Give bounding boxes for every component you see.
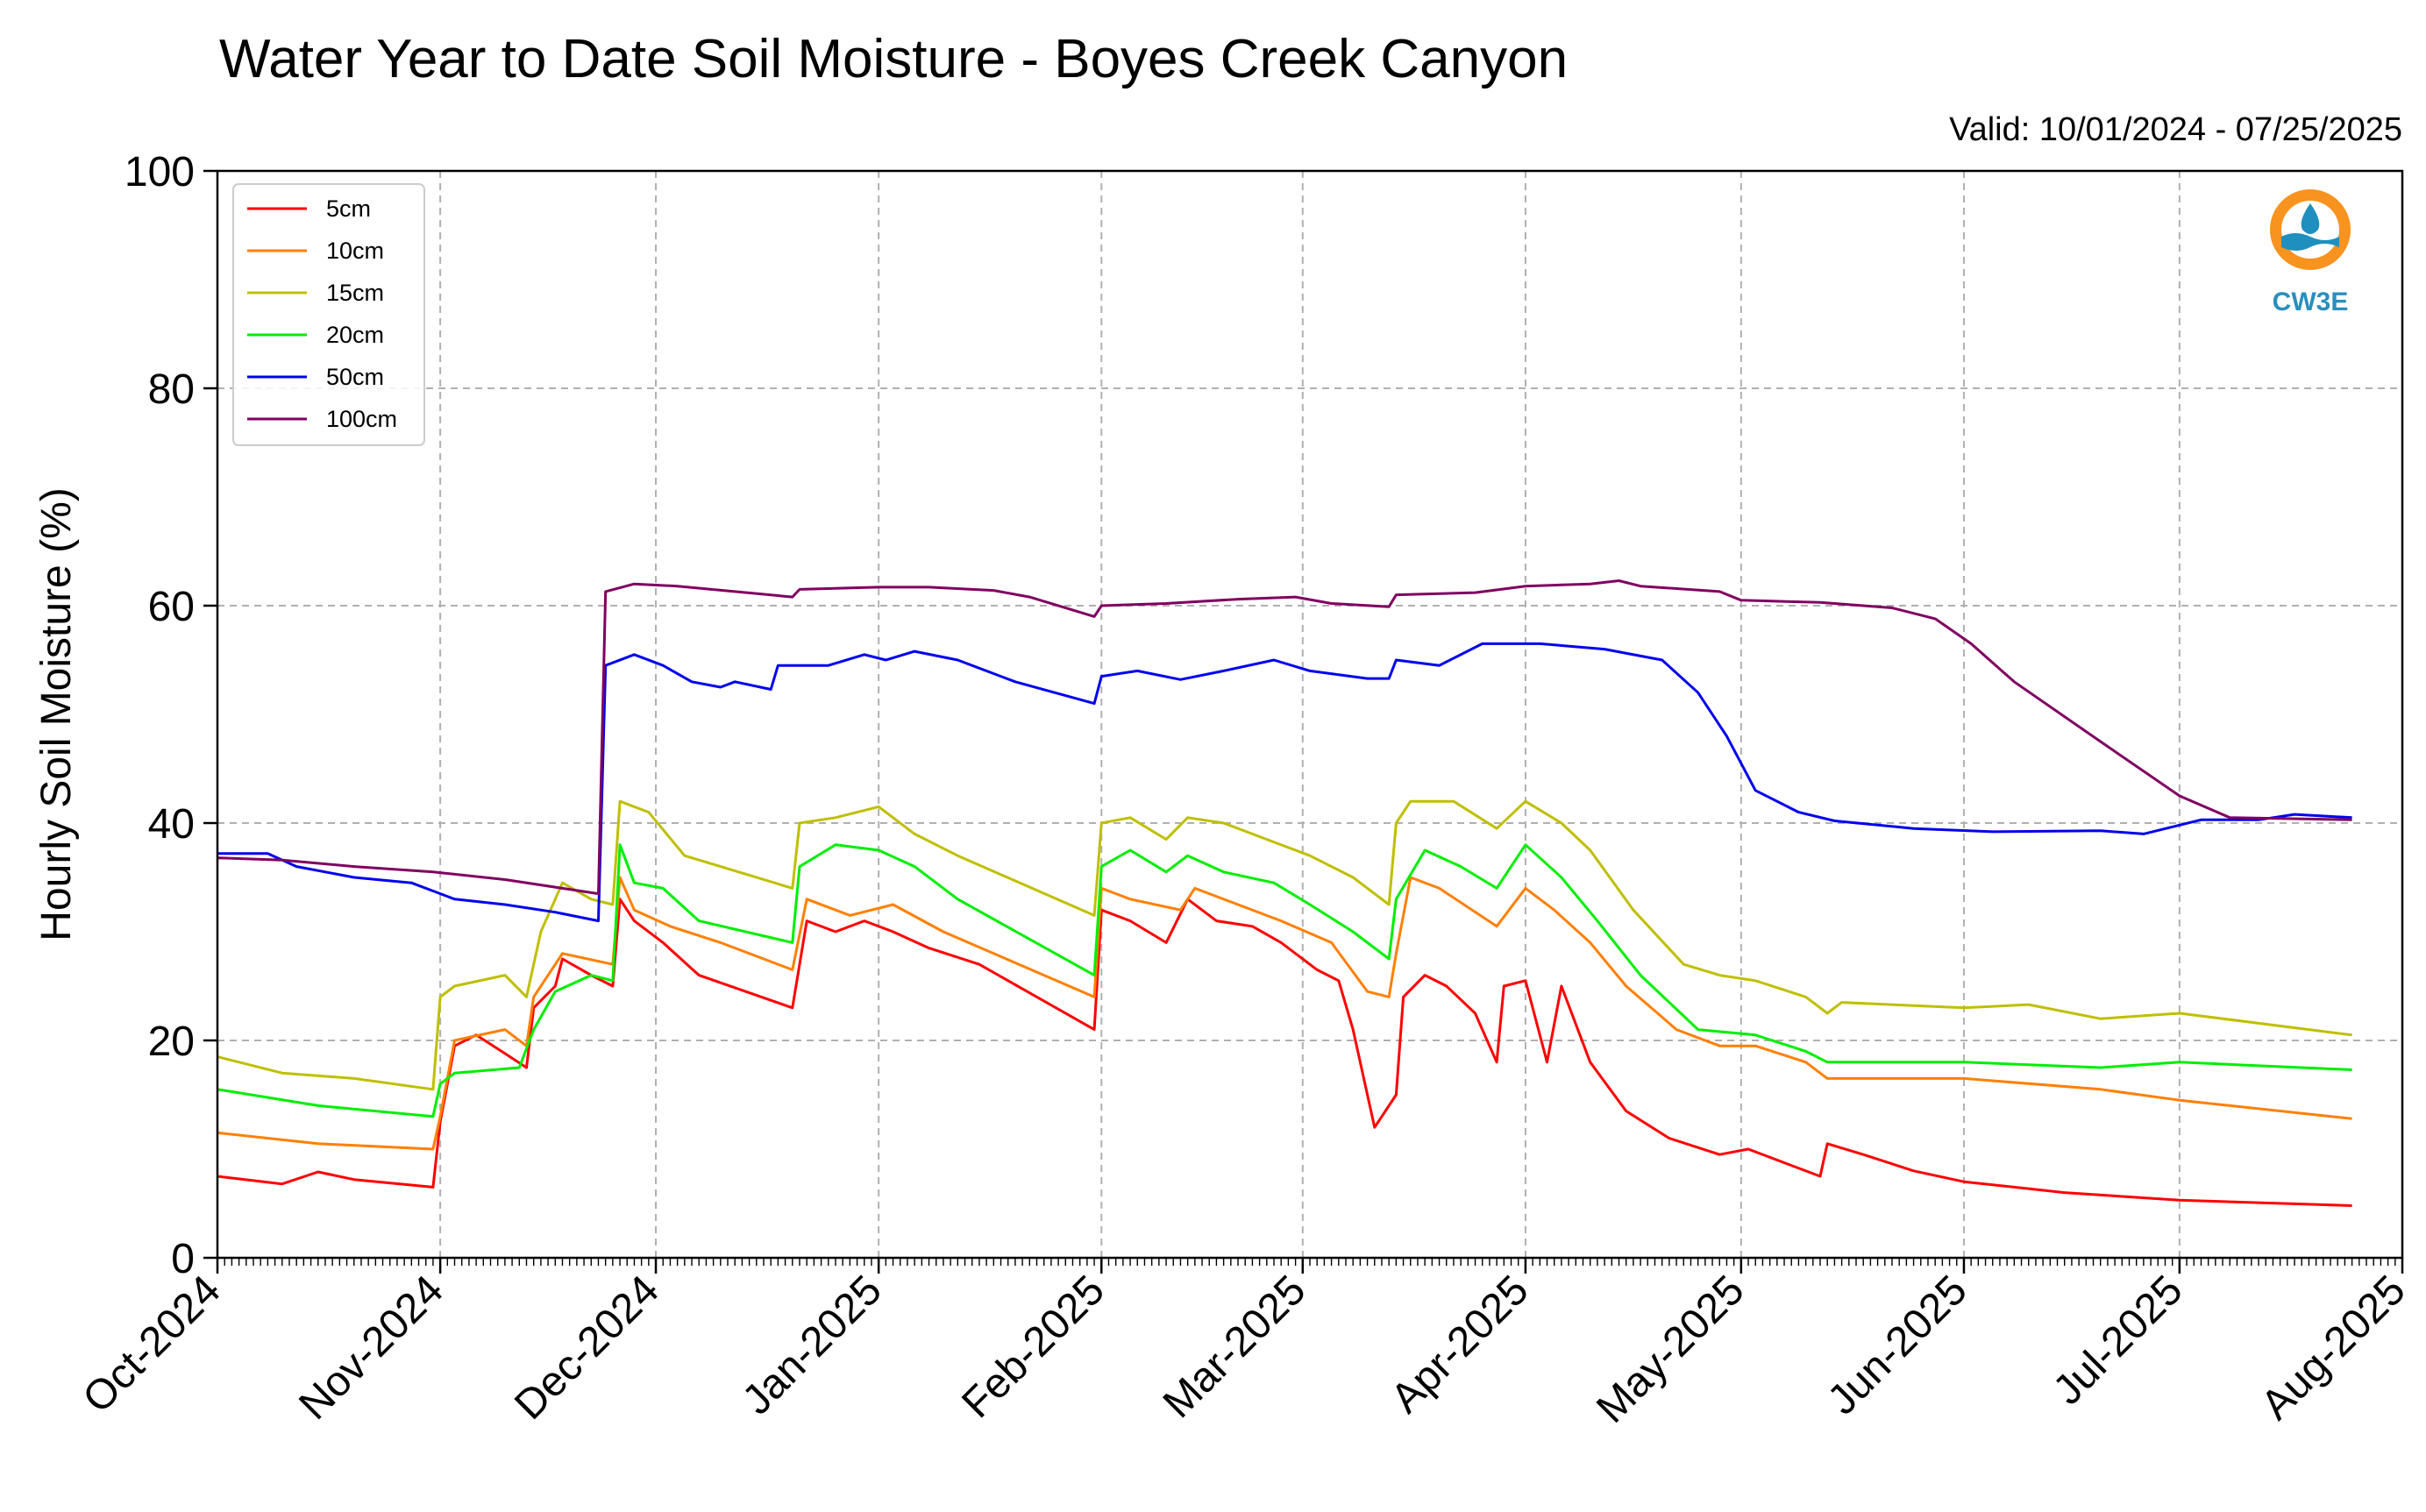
series-line-50cm	[217, 642, 2352, 923]
y-tick-label: 80	[148, 366, 195, 413]
legend-label-20cm: 20cm	[326, 322, 384, 348]
x-tick-label: May-2025	[1588, 1267, 1753, 1431]
series-line-5cm	[217, 898, 2352, 1207]
x-tick-label: Jun-2025	[1819, 1267, 1976, 1423]
x-tick-label: Dec-2024	[506, 1267, 668, 1429]
legend-label-15cm: 15cm	[326, 280, 384, 306]
series-line-20cm	[217, 843, 2352, 1118]
x-tick-label: Apr-2025	[1383, 1267, 1538, 1422]
grid-lines	[217, 171, 2402, 1258]
series-line-10cm	[217, 876, 2352, 1151]
series-lines	[217, 579, 2352, 1207]
legend: 5cm 10cm 15cm 20cm 50cm 100cm	[232, 183, 425, 446]
x-axis: Oct-2024 Nov-2024 Dec-2024 Jan-2025 Feb-2025…	[75, 1258, 2415, 1432]
series-line-15cm	[217, 799, 2352, 1091]
y-tick-label: 100	[125, 149, 195, 195]
valid-date-range: Valid: 10/01/2024 - 07/25/2025	[1949, 111, 2402, 148]
x-tick-label: Mar-2025	[1155, 1267, 1315, 1427]
y-tick-label: 0	[171, 1236, 195, 1282]
y-tick-label: 60	[148, 584, 195, 630]
legend-label-10cm: 10cm	[326, 238, 384, 264]
x-minor-ticks	[217, 1258, 2403, 1266]
legend-label-100cm: 100cm	[326, 406, 397, 432]
logo-text: CW3E	[2273, 287, 2349, 316]
cw3e-logo: CW3E	[2270, 189, 2351, 316]
x-tick-label: Nov-2024	[290, 1267, 452, 1429]
y-axis-label: Hourly Soil Moisture (%)	[33, 487, 80, 941]
x-tick-label: Aug-2025	[2252, 1267, 2415, 1429]
legend-label-5cm: 5cm	[326, 195, 371, 222]
y-tick-label: 20	[148, 1019, 195, 1065]
logo-waves-icon	[2281, 233, 2339, 251]
y-axis: 0 20 40 60 80 100	[125, 149, 217, 1282]
x-tick-label: Oct-2024	[75, 1267, 230, 1422]
plot-frame	[216, 169, 2404, 1260]
legend-label-50cm: 50cm	[326, 364, 384, 390]
x-tick-label: Feb-2025	[953, 1267, 1113, 1427]
logo-droplet-icon	[2301, 203, 2320, 234]
series-line-100cm	[217, 579, 2352, 896]
x-tick-label: Jan-2025	[734, 1267, 891, 1423]
y-tick-label: 40	[148, 801, 195, 848]
chart-title: Water Year to Date Soil Moisture - Boyes…	[219, 29, 1568, 89]
x-tick-label: Jul-2025	[2045, 1267, 2192, 1414]
